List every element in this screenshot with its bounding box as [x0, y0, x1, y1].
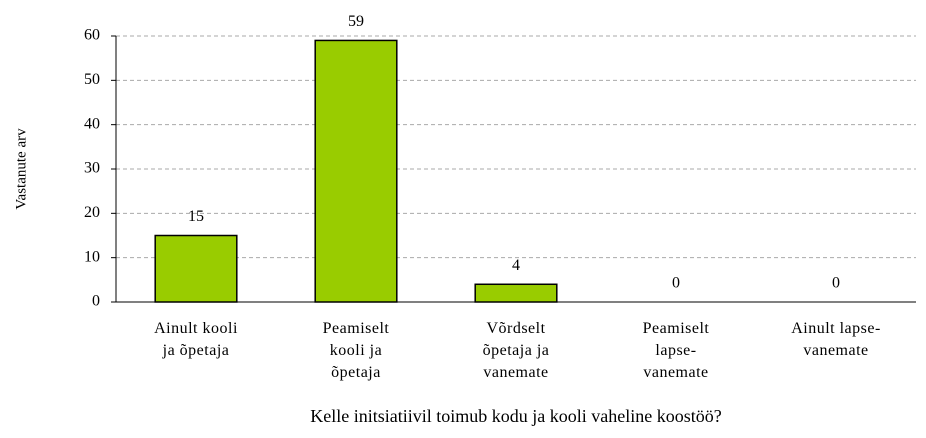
bar: [474, 283, 558, 303]
y-axis-title: Vastanute arv: [13, 128, 29, 210]
y-tick-label: 10: [84, 248, 100, 265]
x-tick-label: Peamiselt kooli ja õpetaja: [322, 320, 390, 381]
data-label: 0: [672, 275, 680, 292]
x-tick-label: Võrdselt õpetaja ja vanemate: [482, 320, 550, 381]
x-axis-title: Kelle initsiatiivil toimub kodu ja kooli…: [310, 406, 721, 426]
bar: [314, 39, 398, 303]
bar: [154, 234, 238, 303]
y-tick-label: 20: [84, 204, 100, 221]
x-tick-label: Peamiselt lapse- vanemate: [642, 320, 710, 381]
data-label: 0: [832, 275, 840, 292]
data-label: 4: [512, 257, 520, 274]
data-label: 15: [188, 208, 204, 225]
x-tick-label: Ainult lapse- vanemate: [791, 320, 881, 359]
data-label: 59: [348, 13, 364, 30]
y-tick-label: 50: [84, 71, 100, 88]
x-tick-label: Ainult kooli ja õpetaja: [154, 320, 238, 359]
y-tick-label: 0: [92, 293, 100, 310]
y-tick-label: 40: [84, 115, 100, 132]
y-tick-label: 30: [84, 160, 100, 177]
y-tick-label: 60: [84, 27, 100, 44]
